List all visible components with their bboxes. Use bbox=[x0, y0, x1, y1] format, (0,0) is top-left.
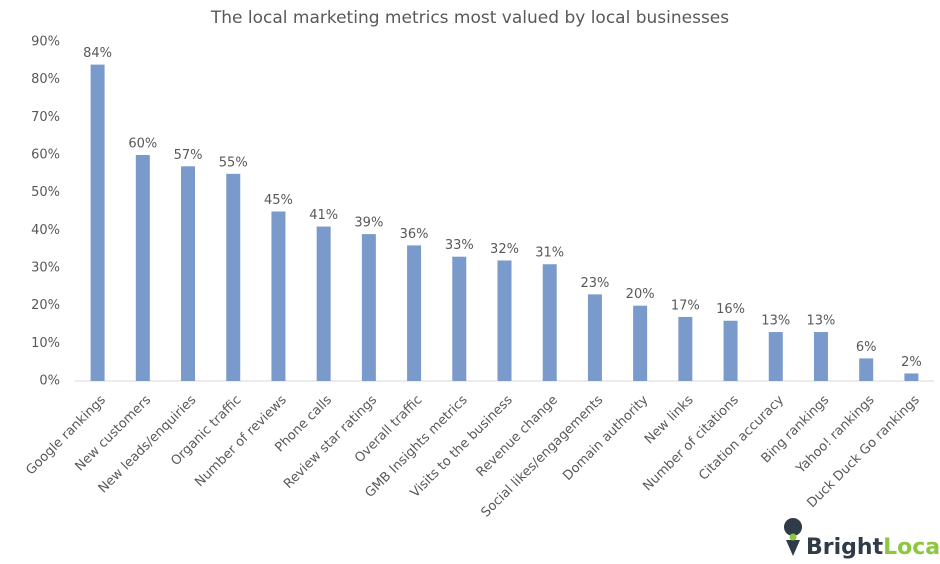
x-tick-label: Revenue change bbox=[474, 393, 561, 480]
y-tick-label: 20% bbox=[31, 298, 60, 313]
value-label: 31% bbox=[535, 246, 564, 261]
brand-text: BrightLocal bbox=[806, 535, 940, 560]
brand-logo: BrightLocal bbox=[784, 518, 940, 560]
y-tick-label: 50% bbox=[31, 185, 60, 200]
bar bbox=[90, 64, 105, 381]
value-label: 2% bbox=[901, 355, 922, 370]
value-label: 16% bbox=[716, 302, 745, 317]
bar bbox=[316, 226, 331, 381]
x-tick-label: Google rankings bbox=[23, 393, 109, 479]
value-label: 13% bbox=[761, 314, 790, 329]
value-label: 84% bbox=[83, 46, 112, 61]
bar bbox=[407, 245, 422, 381]
brand-first: Bright bbox=[806, 535, 884, 560]
value-label: 20% bbox=[626, 287, 655, 302]
x-tick-label: New customers bbox=[72, 393, 154, 475]
bar bbox=[633, 305, 648, 381]
value-label: 33% bbox=[445, 238, 474, 253]
value-label: 41% bbox=[309, 208, 338, 223]
bar bbox=[542, 264, 557, 381]
bar bbox=[813, 332, 828, 381]
chart-title: The local marketing metrics most valued … bbox=[210, 8, 729, 28]
y-tick-label: 10% bbox=[31, 336, 60, 351]
bar bbox=[859, 358, 874, 381]
brand-second: Local bbox=[883, 535, 940, 560]
bar bbox=[678, 316, 693, 381]
bar bbox=[768, 332, 783, 381]
value-label: 60% bbox=[128, 137, 157, 152]
y-tick-label: 70% bbox=[31, 110, 60, 125]
value-label: 32% bbox=[490, 242, 519, 257]
bar bbox=[135, 155, 150, 381]
value-label: 6% bbox=[856, 340, 877, 355]
y-tick-label: 80% bbox=[31, 72, 60, 87]
logo-dot bbox=[789, 533, 797, 541]
bar bbox=[361, 234, 376, 381]
y-tick-label: 30% bbox=[31, 261, 60, 276]
value-label: 17% bbox=[671, 298, 700, 313]
bar bbox=[271, 211, 286, 381]
bar bbox=[452, 256, 467, 381]
value-label: 57% bbox=[174, 148, 203, 163]
value-label: 13% bbox=[807, 314, 836, 329]
logo-pin bbox=[784, 518, 803, 536]
bar bbox=[904, 373, 919, 381]
value-label: 55% bbox=[219, 155, 248, 170]
x-tick-label: Citation accuracy bbox=[696, 392, 787, 483]
value-label: 45% bbox=[264, 193, 293, 208]
value-label: 36% bbox=[400, 227, 429, 242]
bar bbox=[587, 294, 602, 381]
bar bbox=[723, 320, 738, 381]
x-tick-label: Yahoo! rankings bbox=[793, 393, 878, 478]
value-label: 39% bbox=[354, 216, 383, 231]
bar bbox=[226, 173, 241, 381]
y-tick-label: 40% bbox=[31, 223, 60, 238]
x-tick-label: Domain authority bbox=[560, 392, 651, 483]
logo-pin-tip bbox=[786, 540, 800, 556]
y-tick-label: 60% bbox=[31, 148, 60, 163]
value-label: 23% bbox=[580, 276, 609, 291]
bar bbox=[181, 166, 196, 381]
y-tick-label: 0% bbox=[39, 374, 60, 389]
bar bbox=[497, 260, 512, 381]
y-tick-label: 90% bbox=[31, 35, 60, 50]
